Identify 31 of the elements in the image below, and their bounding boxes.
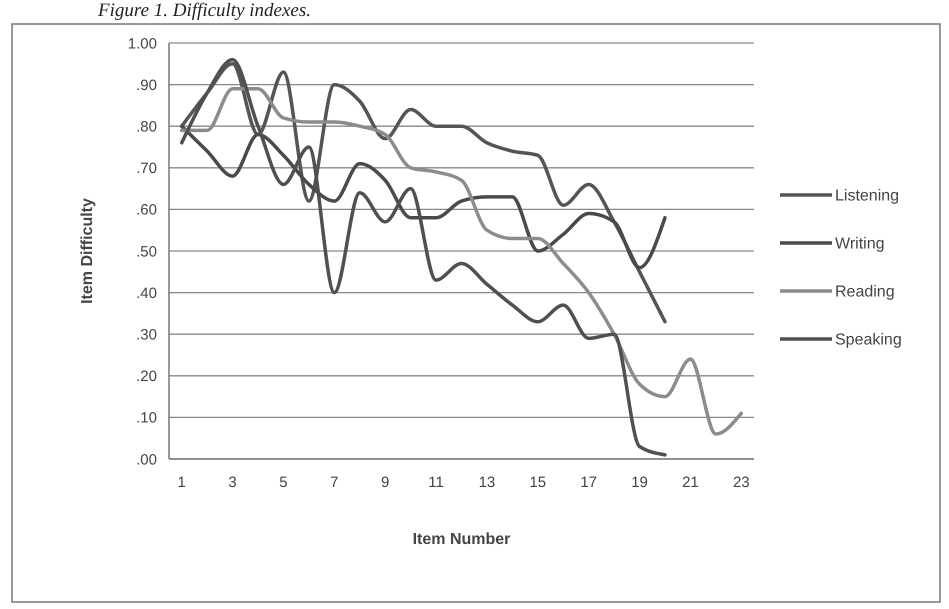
y-tick-label: .40 bbox=[136, 284, 157, 302]
x-tick-label: 17 bbox=[580, 474, 598, 491]
y-tick-label: .60 bbox=[136, 202, 157, 219]
y-tick-label: .70 bbox=[136, 160, 157, 178]
legend-label: Writing bbox=[835, 236, 884, 253]
x-tick-label: 15 bbox=[529, 474, 546, 491]
y-tick-label: .00 bbox=[136, 451, 157, 468]
y-tick-label: .20 bbox=[136, 368, 157, 386]
x-tick-label: 7 bbox=[330, 474, 338, 491]
x-tick-label: 21 bbox=[682, 474, 699, 491]
y-tick-label: 1.00 bbox=[128, 35, 157, 52]
line-series bbox=[180, 58, 667, 457]
y-tick-label: .10 bbox=[136, 410, 157, 427]
y-tick-label: .50 bbox=[136, 243, 157, 260]
x-tick-label: 1 bbox=[178, 474, 186, 491]
y-tick-label: .30 bbox=[136, 326, 157, 344]
legend-label: Speaking bbox=[835, 332, 902, 349]
y-tick-label: .80 bbox=[136, 118, 157, 136]
legend-label: Listening bbox=[835, 188, 900, 205]
x-tick-label: 9 bbox=[381, 474, 390, 491]
y-tick-label: .90 bbox=[136, 76, 157, 94]
x-tick-label: 13 bbox=[478, 474, 496, 491]
x-tick-label: 11 bbox=[428, 474, 444, 491]
x-tick-label: 5 bbox=[279, 474, 288, 491]
y-axis-title: Item Difficulty bbox=[79, 198, 96, 304]
x-tick-label: 3 bbox=[228, 474, 237, 491]
legend-label: Reading bbox=[835, 284, 895, 301]
x-tick-label: 23 bbox=[732, 474, 750, 491]
x-axis-title: Item Number bbox=[412, 531, 510, 548]
chart-title: Figure 1. Difficulty indexes. bbox=[97, 0, 311, 21]
x-tick-label: 19 bbox=[631, 474, 648, 491]
